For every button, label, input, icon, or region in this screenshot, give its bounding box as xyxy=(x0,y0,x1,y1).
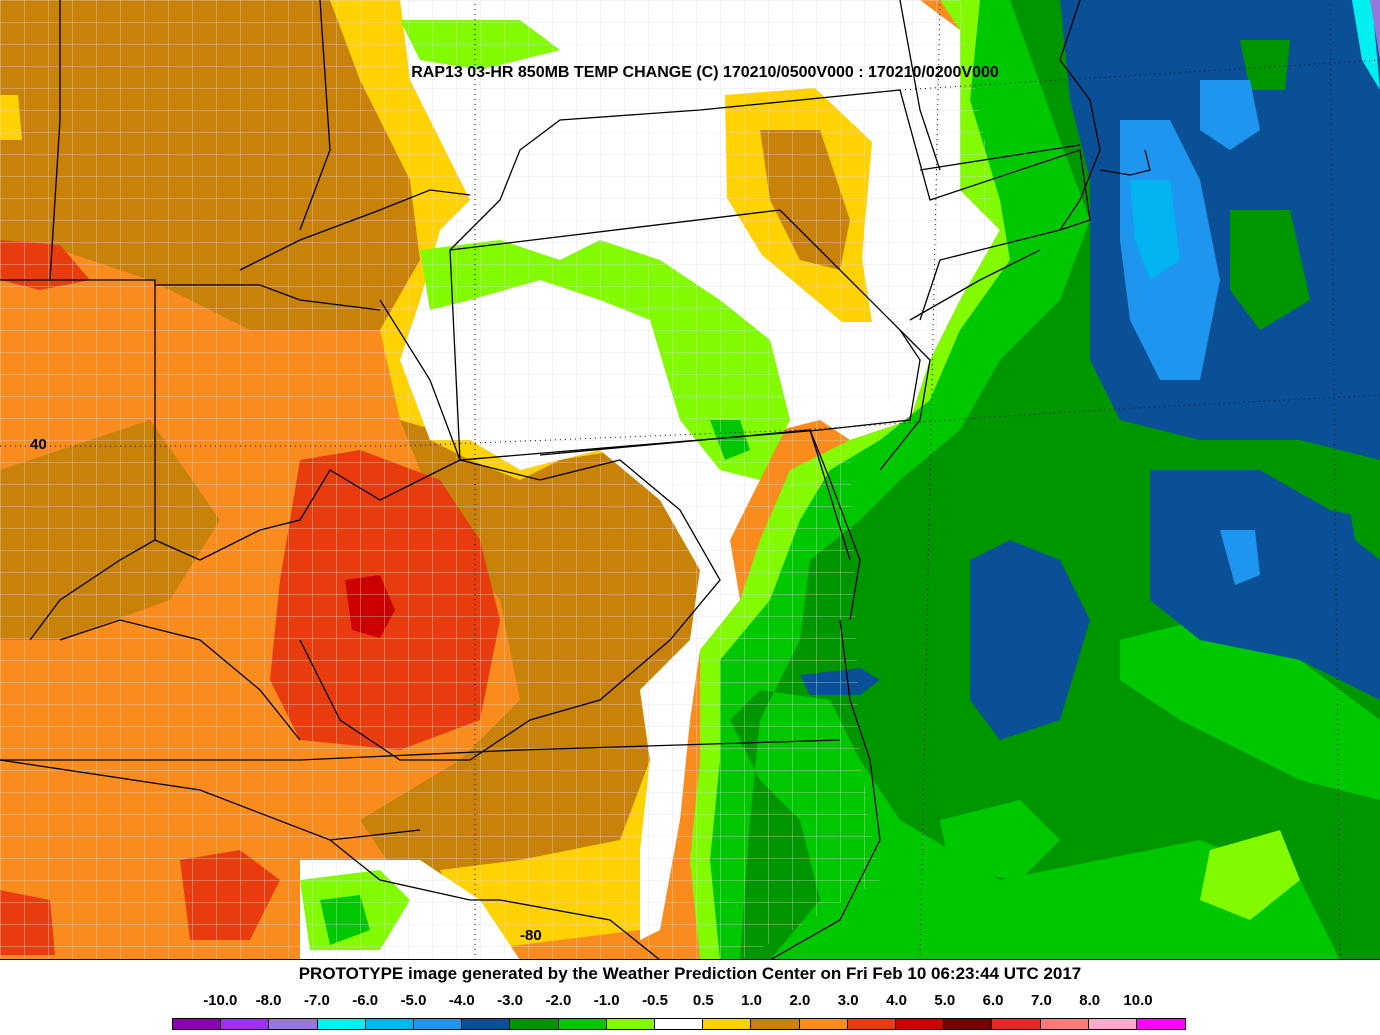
boundary-ohio-east xyxy=(379,299,461,461)
legend-swatch xyxy=(655,1019,704,1029)
legend-swatch xyxy=(944,1019,993,1029)
legend-swatch xyxy=(1088,1019,1138,1029)
legend-label: 5.0 xyxy=(934,992,956,1009)
field-ltblue-core xyxy=(1130,180,1180,280)
boundary-indiana xyxy=(0,279,156,641)
boundary-wv-va xyxy=(299,459,721,761)
boundary-ny xyxy=(449,89,1091,321)
boundary-coast-ne xyxy=(1059,0,1101,231)
field-blue-sw xyxy=(970,540,1090,740)
latitude-label: 40 xyxy=(30,436,47,453)
boundary-kentucky xyxy=(59,619,301,741)
legend-label: -3.0 xyxy=(497,992,524,1009)
legend-label: -7.0 xyxy=(303,992,330,1009)
boundary-ky-tn xyxy=(0,759,421,841)
boundary-coast-de xyxy=(809,429,861,621)
boundary-ny-vt xyxy=(899,0,941,171)
field-lightgreen-pocket xyxy=(1200,830,1300,920)
legend-bar xyxy=(172,1018,1187,1030)
graticule-lon-70 xyxy=(1329,0,1341,959)
field-purple-edge xyxy=(1370,0,1380,60)
boundary-nc-sc xyxy=(499,899,660,959)
map-title: RAP13 03-HR 850MB TEMP CHANGE (C) 170210… xyxy=(411,64,999,81)
boundary-coast-nc xyxy=(770,879,861,959)
legend-label: 2.0 xyxy=(789,992,811,1009)
legend-label: -1.0 xyxy=(593,992,620,1009)
field-ltblue-mid xyxy=(1220,530,1260,585)
boundary-coast-nj xyxy=(879,329,931,471)
legend-label: -10.0 xyxy=(203,992,238,1009)
boundary-ohio-north xyxy=(155,284,381,311)
legend-swatch xyxy=(896,1019,945,1029)
legend-swatch xyxy=(221,1019,270,1029)
field-green-pocket-2 xyxy=(1120,620,1380,800)
legend-label: 8.0 xyxy=(1079,992,1101,1009)
legend-swatch xyxy=(558,1019,607,1029)
legend-label: 4.0 xyxy=(886,992,907,1009)
field-blue-ne xyxy=(1060,0,1380,460)
field-cyan-edge xyxy=(1352,0,1380,90)
legend-swatch xyxy=(751,1019,800,1029)
boundary-coast-va xyxy=(839,619,881,881)
legend-label: -2.0 xyxy=(545,992,572,1009)
state-boundaries xyxy=(0,0,1151,959)
legend-swatch xyxy=(606,1019,656,1029)
contour-label: -80 xyxy=(520,927,542,944)
legend-label: -0.5 xyxy=(642,992,668,1009)
legend-swatch xyxy=(462,1019,511,1029)
boundary-ma xyxy=(919,144,1081,171)
field-green-inner-ne xyxy=(1240,40,1290,90)
boundary-tn-east xyxy=(329,839,500,901)
boundary-ohio-river xyxy=(154,459,461,561)
legend-swatch xyxy=(317,1019,366,1029)
legend-label: 0.5 xyxy=(692,992,714,1009)
boundary-pa xyxy=(449,209,921,461)
legend-swatch xyxy=(1040,1019,1089,1029)
legend-swatch xyxy=(847,1019,897,1029)
map-panel: RAP13 03-HR 850MB TEMP CHANGE (C) 170210… xyxy=(0,0,1380,960)
legend-swatch xyxy=(799,1019,848,1029)
county-grid-east xyxy=(340,0,1000,959)
legend-label: -8.0 xyxy=(255,992,282,1009)
legend-swatch xyxy=(414,1019,463,1029)
legend-swatch xyxy=(173,1019,222,1029)
legend-label: 7.0 xyxy=(1030,992,1052,1009)
boundary-cape-cod xyxy=(1099,149,1151,176)
legend-swatch xyxy=(510,1019,559,1029)
boundary-va-nc xyxy=(0,739,841,761)
graticule-lat-45 xyxy=(899,59,1380,91)
legend-label: 10.0 xyxy=(1123,992,1153,1009)
credit-line: PROTOTYPE image generated by the Weather… xyxy=(298,964,1082,983)
boundary-lake-huron xyxy=(299,0,331,231)
legend-swatch xyxy=(1137,1019,1186,1029)
legend-label: 3.0 xyxy=(837,992,859,1009)
graticule xyxy=(0,0,1380,959)
graticule-lon-75 xyxy=(919,0,941,959)
legend-swatch xyxy=(269,1019,318,1029)
legend-label: -6.0 xyxy=(352,992,379,1009)
county-grid-west xyxy=(0,0,700,959)
legend-swatch xyxy=(365,1019,415,1029)
legend-swatch xyxy=(992,1019,1041,1029)
boundary-long-island xyxy=(909,249,1041,321)
field-green-inner-se xyxy=(1350,505,1380,560)
legend-label: 6.0 xyxy=(982,992,1004,1009)
boundary-lake-erie xyxy=(239,189,471,271)
temperature-change-map xyxy=(0,0,1380,959)
field-blue-mid xyxy=(1150,470,1380,700)
field-ltblue-top xyxy=(1200,80,1260,150)
legend-label: -4.0 xyxy=(448,992,475,1009)
legend-labels: -10.0 -8.0 -7.0 -6.0 -5.0 -4.0 -3.0 -2.0 -1.0 -0.… xyxy=(172,992,1208,1012)
color-legend: -10.0 -8.0 -7.0 -6.0 -5.0 -4.0 -3.0 -2.0 -1.0 -0.… xyxy=(172,992,1208,1032)
legend-label: 1.0 xyxy=(741,992,763,1009)
field-green-pocket-1 xyxy=(940,800,1060,880)
legend-swatch xyxy=(703,1019,752,1029)
boundary-lake-michigan xyxy=(49,0,61,281)
legend-label: -5.0 xyxy=(400,992,427,1009)
field-green-inner-e xyxy=(1230,210,1310,330)
graticule-lat-40 xyxy=(0,394,1380,447)
